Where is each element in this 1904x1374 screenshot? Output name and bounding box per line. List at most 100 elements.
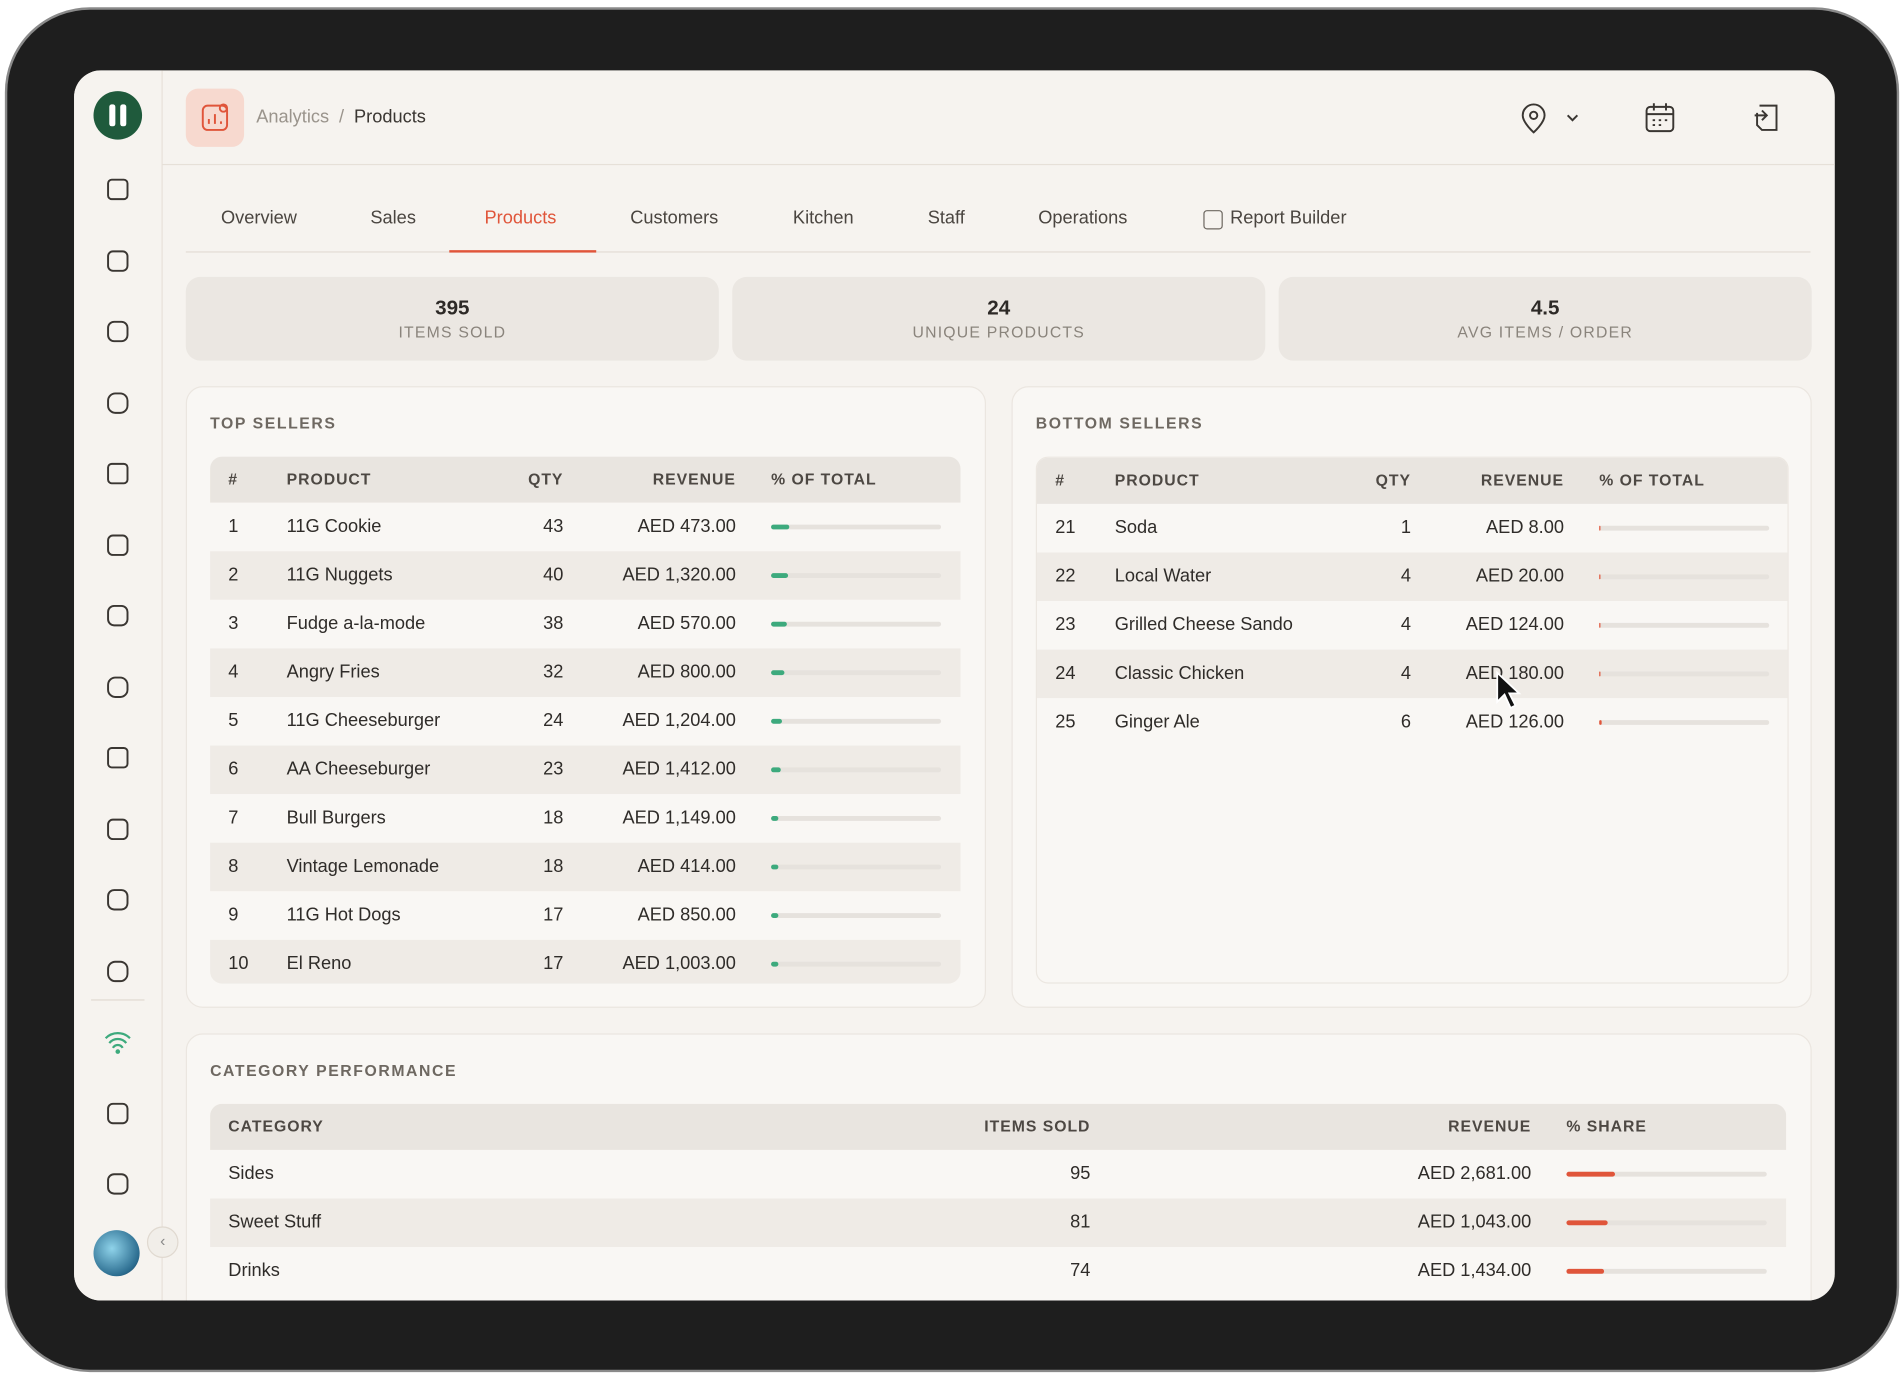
tab[interactable]: Customers <box>630 207 719 229</box>
rank: 6 <box>228 758 239 780</box>
table: CATEGORY ITEMS SOLD REVENUE % SHARE Sides 95 A… <box>210 1103 1787 1301</box>
share-bar <box>771 913 779 919</box>
qty: 4 <box>1400 663 1412 684</box>
share-bar <box>1566 1171 1615 1177</box>
qty: 1 <box>1400 517 1412 538</box>
nav-icon[interactable] <box>103 815 132 844</box>
revenue: AED 20.00 <box>1475 565 1565 587</box>
rank: 25 <box>1055 711 1076 733</box>
location-picker[interactable] <box>1519 101 1592 137</box>
tab[interactable]: Sales <box>370 207 416 229</box>
revenue: AED 8.00 <box>1486 517 1565 538</box>
items-sold: 81 <box>1070 1211 1091 1233</box>
column-header: ITEMS SOLD <box>984 1117 1091 1136</box>
qty: 40 <box>543 564 564 586</box>
qty: 4 <box>1400 565 1412 587</box>
rank: 2 <box>228 564 239 586</box>
panel-title: TOP SELLERS <box>210 414 337 433</box>
nav-icon[interactable] <box>103 247 132 276</box>
product: Bull Burgers <box>286 807 386 829</box>
product: Ginger Ale <box>1114 711 1200 733</box>
top-bar: Analytics / Products <box>161 70 1835 166</box>
column-header: CATEGORY <box>228 1117 324 1136</box>
share-bar <box>771 961 779 967</box>
rank: 22 <box>1055 565 1076 587</box>
nav-icon[interactable] <box>103 1027 132 1056</box>
bar-track <box>771 864 942 870</box>
logo[interactable] <box>93 91 143 140</box>
tab[interactable]: Overview <box>221 207 297 229</box>
table-row: 5 11G Cheeseburger 24 AED 1,204.00 <box>210 697 961 746</box>
rank: 21 <box>1055 517 1076 538</box>
revenue: AED 124.00 <box>1465 614 1565 636</box>
table-row: 21 Soda 1 AED 8.00 <box>1037 503 1788 553</box>
table-row: Sides 95 AED 2,681.00 <box>210 1149 1787 1199</box>
table-row: 23 Grilled Cheese Sando 4 AED 124.00 <box>1037 601 1788 650</box>
stat-label: ITEMS SOLD <box>398 323 507 342</box>
rank: 24 <box>1055 663 1076 684</box>
tab[interactable]: Kitchen <box>792 207 854 229</box>
nav-icon[interactable] <box>103 743 132 772</box>
bar-track <box>1566 1268 1767 1274</box>
table-row: 4 Angry Fries 32 AED 800.00 <box>210 648 961 698</box>
category: Sweet Stuff <box>228 1211 322 1233</box>
breadcrumb: Analytics / Products <box>256 107 426 128</box>
qty: 38 <box>543 613 564 634</box>
nav-icon[interactable] <box>103 673 132 702</box>
qty: 18 <box>543 856 564 877</box>
share-bar <box>1599 671 1601 677</box>
nav-icon[interactable] <box>103 531 132 560</box>
tab[interactable]: Operations <box>1038 207 1128 229</box>
tab[interactable]: Report Builder <box>1203 208 1347 230</box>
nav-icon[interactable] <box>103 601 132 630</box>
avatar[interactable] <box>93 1230 140 1277</box>
stat-value: 4.5 <box>1530 296 1560 320</box>
nav-icon[interactable] <box>103 389 132 418</box>
bar-track <box>1599 525 1770 531</box>
items-sold: 74 <box>1070 1260 1091 1282</box>
column-header: QTY <box>1375 471 1412 490</box>
qty: 43 <box>543 516 564 537</box>
export-button[interactable] <box>1750 101 1784 135</box>
stat-card: 4.5 AVG ITEMS / ORDER <box>1278 276 1812 361</box>
column-header: % OF TOTAL <box>771 469 877 489</box>
revenue: AED 1,434.00 <box>1417 1260 1532 1282</box>
column-header: PRODUCT <box>286 469 372 489</box>
nav-icon[interactable] <box>103 1099 132 1128</box>
stat-card: 24 UNIQUE PRODUCTS <box>732 276 1266 361</box>
share-bar <box>771 718 782 724</box>
category-panel: CATEGORY PERFORMANCE CATEGORY ITEMS SOLD R… <box>185 1033 1812 1301</box>
table-row: 6 AA Cheeseburger 23 AED 1,412.00 <box>210 745 961 795</box>
qty: 4 <box>1400 614 1412 636</box>
breadcrumb-parent[interactable]: Analytics <box>256 106 330 128</box>
logo-bar <box>109 104 116 127</box>
share-bar <box>771 816 779 821</box>
calendar-button[interactable] <box>1643 101 1677 135</box>
nav-icon[interactable] <box>103 317 132 346</box>
rank: 10 <box>228 953 249 974</box>
revenue: AED 850.00 <box>637 904 736 926</box>
product: Soda <box>1114 517 1158 538</box>
nav-icon[interactable] <box>103 1169 132 1198</box>
tab[interactable]: Products <box>484 207 557 229</box>
product: AA Cheeseburger <box>286 758 431 780</box>
collapse-button[interactable]: ‹ <box>146 1226 179 1259</box>
stat-value: 24 <box>987 296 1011 320</box>
nav-icon[interactable] <box>103 175 132 204</box>
logo-bar <box>120 104 127 127</box>
qty: 32 <box>543 661 564 683</box>
top-sellers-panel: TOP SELLERS # PRODUCT QTY REVENUE % OF TOTAL… <box>185 386 987 1008</box>
screen: ‹ Analytics / Products Overview Sales Prod… <box>74 70 1835 1301</box>
bar-track <box>771 573 942 579</box>
nav-icon[interactable] <box>103 885 132 914</box>
revenue: AED 180.00 <box>1465 663 1565 684</box>
nav-icon[interactable] <box>103 459 132 488</box>
nav-icon[interactable] <box>103 957 132 986</box>
tab[interactable]: Staff <box>927 207 965 229</box>
product: Vintage Lemonade <box>286 856 440 877</box>
product: Angry Fries <box>286 661 380 683</box>
product: Grilled Cheese Sando <box>1114 614 1293 636</box>
panel-title: BOTTOM SELLERS <box>1035 414 1204 433</box>
product: 11G Cheeseburger <box>286 710 441 732</box>
table-row: 9 11G Hot Dogs 17 AED 850.00 <box>210 891 961 940</box>
